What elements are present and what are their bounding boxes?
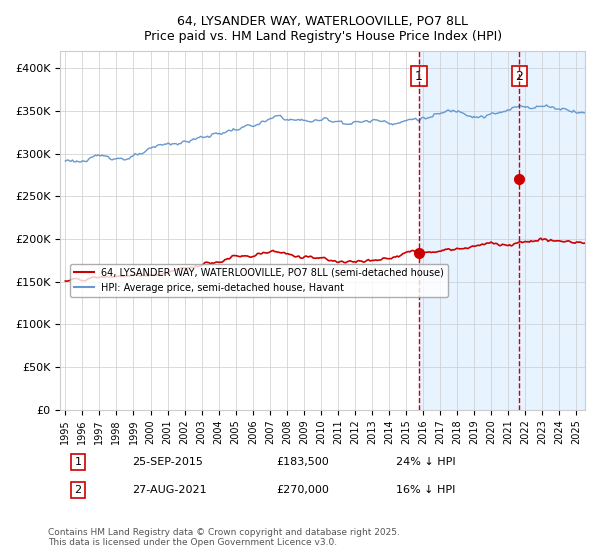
Bar: [419, 51, 585, 409]
Text: 1: 1: [74, 457, 82, 467]
Text: 27-AUG-2021: 27-AUG-2021: [132, 485, 206, 495]
Text: 2: 2: [74, 485, 82, 495]
Text: 1: 1: [415, 69, 423, 83]
Text: Contains HM Land Registry data © Crown copyright and database right 2025.
This d: Contains HM Land Registry data © Crown c…: [48, 528, 400, 547]
Text: £270,000: £270,000: [276, 485, 329, 495]
Title: 64, LYSANDER WAY, WATERLOOVILLE, PO7 8LL
Price paid vs. HM Land Registry's House: 64, LYSANDER WAY, WATERLOOVILLE, PO7 8LL…: [143, 15, 502, 43]
Text: 24% ↓ HPI: 24% ↓ HPI: [396, 457, 455, 467]
Text: £183,500: £183,500: [276, 457, 329, 467]
Text: 2: 2: [515, 69, 523, 83]
Text: 25-SEP-2015: 25-SEP-2015: [132, 457, 203, 467]
Legend: 64, LYSANDER WAY, WATERLOOVILLE, PO7 8LL (semi-detached house), HPI: Average pri: 64, LYSANDER WAY, WATERLOOVILLE, PO7 8LL…: [70, 264, 448, 297]
Text: 16% ↓ HPI: 16% ↓ HPI: [396, 485, 455, 495]
